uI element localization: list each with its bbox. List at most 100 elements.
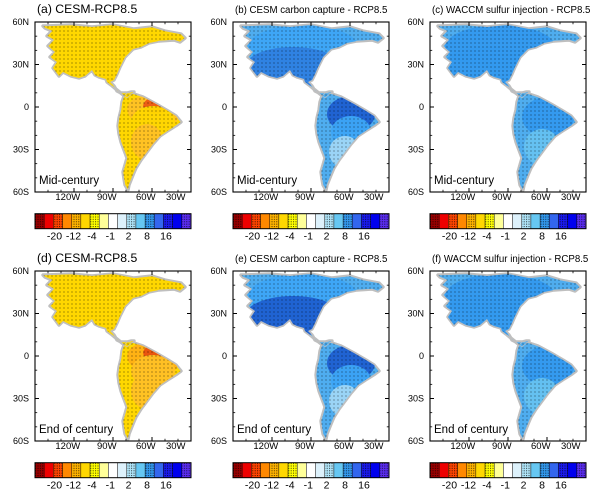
svg-text:2: 2 <box>324 480 330 492</box>
svg-text:30S: 30S <box>408 145 424 155</box>
svg-text:-12: -12 <box>66 231 81 243</box>
svg-text:2: 2 <box>521 480 527 492</box>
svg-text:-20: -20 <box>245 231 260 243</box>
svg-text:(a) CESM-RCP8.5: (a) CESM-RCP8.5 <box>37 2 137 16</box>
svg-text:-20: -20 <box>442 480 457 492</box>
svg-text:120W: 120W <box>253 192 278 203</box>
svg-text:90W: 90W <box>492 192 512 203</box>
svg-text:30N: 30N <box>12 309 29 319</box>
svg-text:8: 8 <box>539 480 545 492</box>
svg-text:60W: 60W <box>136 192 156 203</box>
svg-text:2: 2 <box>521 231 527 243</box>
svg-text:(f) WACCM sulfur injection - R: (f) WACCM sulfur injection - RCP8.5 <box>432 254 588 265</box>
svg-text:-12: -12 <box>66 480 81 492</box>
svg-text:30N: 30N <box>210 60 227 70</box>
svg-text:0: 0 <box>24 351 29 361</box>
svg-text:2: 2 <box>126 231 132 243</box>
svg-text:-20: -20 <box>47 480 62 492</box>
svg-text:End of century: End of century <box>237 424 311 436</box>
svg-text:60S: 60S <box>211 436 227 446</box>
svg-text:60N: 60N <box>210 266 227 276</box>
svg-text:16: 16 <box>358 480 370 492</box>
svg-text:60W: 60W <box>334 441 354 452</box>
svg-text:30N: 30N <box>407 309 424 319</box>
svg-text:-4: -4 <box>87 480 96 492</box>
svg-text:60W: 60W <box>334 192 354 203</box>
svg-text:2: 2 <box>324 231 330 243</box>
svg-text:30W: 30W <box>166 441 186 452</box>
svg-text:16: 16 <box>160 231 172 243</box>
svg-text:0: 0 <box>419 351 424 361</box>
svg-text:60N: 60N <box>12 266 29 276</box>
svg-text:End of century: End of century <box>39 424 113 436</box>
svg-text:60W: 60W <box>531 192 551 203</box>
svg-text:(d) CESM-RCP8.5: (d) CESM-RCP8.5 <box>37 251 137 265</box>
svg-text:Mid-century: Mid-century <box>39 175 99 187</box>
svg-text:-4: -4 <box>285 480 294 492</box>
svg-text:30S: 30S <box>211 394 227 404</box>
svg-text:8: 8 <box>342 480 348 492</box>
svg-text:-12: -12 <box>461 480 476 492</box>
svg-text:30N: 30N <box>210 309 227 319</box>
svg-text:30W: 30W <box>561 441 581 452</box>
svg-text:Mid-century: Mid-century <box>434 175 494 187</box>
svg-text:60N: 60N <box>407 266 424 276</box>
svg-text:30W: 30W <box>166 192 186 203</box>
svg-text:30S: 30S <box>211 145 227 155</box>
svg-text:60N: 60N <box>210 17 227 27</box>
svg-text:-4: -4 <box>482 231 491 243</box>
svg-text:-1: -1 <box>501 480 510 492</box>
svg-text:60S: 60S <box>13 436 29 446</box>
svg-text:60S: 60S <box>211 187 227 197</box>
svg-text:0: 0 <box>222 102 227 112</box>
svg-text:60N: 60N <box>12 17 29 27</box>
svg-text:-1: -1 <box>501 231 510 243</box>
svg-text:(b) CESM carbon capture - RCP8: (b) CESM carbon capture - RCP8.5 <box>235 5 387 16</box>
svg-text:30S: 30S <box>13 145 29 155</box>
svg-text:8: 8 <box>144 480 150 492</box>
svg-text:(c) WACCM sulfur injection - R: (c) WACCM sulfur injection - RCP8.5 <box>432 5 590 16</box>
svg-text:30S: 30S <box>408 394 424 404</box>
svg-text:16: 16 <box>555 231 567 243</box>
svg-text:0: 0 <box>419 102 424 112</box>
svg-text:120W: 120W <box>55 441 80 452</box>
svg-text:60W: 60W <box>136 441 156 452</box>
svg-text:16: 16 <box>555 480 567 492</box>
svg-text:0: 0 <box>222 351 227 361</box>
svg-text:90W: 90W <box>295 192 315 203</box>
svg-text:90W: 90W <box>97 441 117 452</box>
svg-text:30W: 30W <box>364 441 384 452</box>
svg-text:0: 0 <box>24 102 29 112</box>
svg-text:-1: -1 <box>304 480 313 492</box>
svg-text:End of century: End of century <box>434 424 508 436</box>
svg-text:2: 2 <box>126 480 132 492</box>
svg-text:90W: 90W <box>492 441 512 452</box>
svg-text:Mid-century: Mid-century <box>237 175 297 187</box>
svg-text:-12: -12 <box>264 480 279 492</box>
svg-text:-20: -20 <box>442 231 457 243</box>
svg-text:120W: 120W <box>253 441 278 452</box>
svg-text:120W: 120W <box>450 192 475 203</box>
svg-text:60S: 60S <box>408 187 424 197</box>
svg-text:60S: 60S <box>408 436 424 446</box>
svg-text:8: 8 <box>144 231 150 243</box>
svg-text:-12: -12 <box>461 231 476 243</box>
svg-text:30S: 30S <box>13 394 29 404</box>
svg-text:120W: 120W <box>55 192 80 203</box>
svg-text:90W: 90W <box>97 192 117 203</box>
svg-text:30N: 30N <box>12 60 29 70</box>
svg-text:-12: -12 <box>264 231 279 243</box>
svg-text:8: 8 <box>342 231 348 243</box>
svg-text:(e) CESM carbon capture - RCP8: (e) CESM carbon capture - RCP8.5 <box>235 254 387 265</box>
svg-text:16: 16 <box>358 231 370 243</box>
svg-text:-20: -20 <box>245 480 260 492</box>
svg-text:60S: 60S <box>13 187 29 197</box>
svg-text:60N: 60N <box>407 17 424 27</box>
svg-text:-20: -20 <box>47 231 62 243</box>
svg-text:120W: 120W <box>450 441 475 452</box>
svg-text:30W: 30W <box>561 192 581 203</box>
svg-text:-4: -4 <box>482 480 491 492</box>
svg-text:30N: 30N <box>407 60 424 70</box>
svg-text:8: 8 <box>539 231 545 243</box>
svg-text:-4: -4 <box>87 231 96 243</box>
